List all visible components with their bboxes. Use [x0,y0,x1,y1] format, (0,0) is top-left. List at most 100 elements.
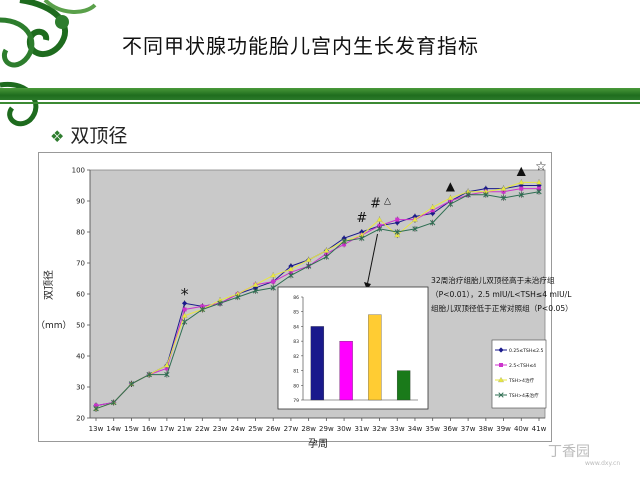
inset-y-tick-label: 86 [293,295,299,301]
data-point [411,216,419,222]
x-tick-label: 22w [195,425,210,433]
slide-title: 不同甲状腺功能胎儿宫内生长发育指标 [122,34,479,58]
series-line-3 [95,191,540,410]
data-point [146,371,152,378]
data-point [519,186,524,191]
data-point [500,185,507,191]
data-point [200,304,205,309]
x-tick-label: 21w [177,425,192,433]
data-point [430,208,435,213]
data-point [537,186,541,191]
data-point [252,285,259,291]
x-tick-label: 27w [284,425,299,433]
arrow-head [364,282,371,290]
watermark: 丁香园 [548,444,590,460]
legend-marker [497,376,505,383]
data-point [163,362,170,368]
x-tick-label: 37w [461,425,476,433]
data-point [287,266,294,272]
y-tick-label: 30 [76,384,85,392]
x-tick-label: 14w [106,425,121,433]
x-tick-label: 29w [319,425,334,433]
data-point [465,192,471,198]
data-point [448,199,453,203]
data-point [305,256,312,263]
y-axis-title: 双顶径 [42,270,55,300]
annotation-mark: ☆ [535,159,547,174]
note-line: （P<0.01），2.5 mIU/L<TSH≤4 mIU/L [431,290,572,299]
data-point [288,270,293,275]
x-tick-label: 17w [160,425,175,433]
data-point [181,312,188,318]
annotation-arrow [366,233,379,287]
data-point [501,189,506,194]
inset-y-tick-label: 80 [293,383,299,389]
inset-y-tick-label: 83 [293,339,299,345]
x-tick-label: 40w [514,425,529,433]
data-point [252,288,259,294]
data-point [164,371,170,378]
series-line-2 [95,181,539,410]
data-point [412,226,418,232]
x-tick-label: 34w [408,425,423,433]
inset-y-tick-label: 84 [293,324,299,330]
data-point [447,201,454,207]
annotation-mark: ▲ [517,163,527,177]
data-point [182,307,187,312]
x-tick-label: 31w [354,425,369,433]
data-point [483,186,489,192]
x-tick-label: 24w [230,425,245,433]
annotation-mark: ▲ [446,179,456,193]
data-point [199,306,205,313]
x-tick-label: 13w [89,425,104,433]
legend-marker [498,392,504,398]
legend-marker [498,347,504,353]
legend-label: 0.25≤TSH≤2.5 [509,348,543,354]
data-point [430,220,436,226]
legend-label: TSH>4未治疗 [508,392,539,399]
data-point [324,251,329,256]
data-point [323,247,330,253]
x-tick-label: 30w [337,425,352,433]
inset-bar [310,326,325,401]
annotation-mark: * [181,284,189,303]
inset-y-tick-label: 81 [293,369,299,375]
data-point [536,189,542,195]
inset-y-tick-label: 82 [293,354,299,360]
data-point [341,238,347,244]
x-tick-label: 36w [443,425,458,433]
data-point [217,300,223,306]
data-point [412,213,418,220]
data-point [288,263,294,269]
inset-y-tick-label: 85 [293,310,299,316]
note-line: 组胎儿双顶径低于正常对照组（P<0.05） [431,303,573,313]
x-tick-label: 38w [479,425,494,433]
data-point [359,235,365,241]
diamond-bullet-icon: ❖ [50,127,65,146]
data-point [111,399,117,406]
x-tick-label: 33w [390,425,405,433]
data-point [394,229,400,235]
data-point [252,281,259,287]
inset-y-tick-label: 79 [293,398,299,404]
section-heading: ❖ 双顶径 [50,121,127,148]
inset-bar [396,370,411,401]
data-point [270,272,277,278]
data-point [94,403,98,408]
annotation-mark: # [370,197,381,212]
y-tick-label: 100 [72,167,85,175]
x-tick-label: 28w [301,425,316,433]
data-point [271,279,276,284]
inset-bar [339,340,353,401]
data-point [305,263,312,269]
title-divider [0,88,640,100]
x-tick-label: 26w [266,425,281,433]
data-point [235,294,241,300]
y-tick-label: 70 [76,260,85,268]
data-point [518,192,524,198]
data-point [323,254,330,260]
x-tick-label: 23w [213,425,228,433]
y-tick-label: 80 [76,229,85,237]
